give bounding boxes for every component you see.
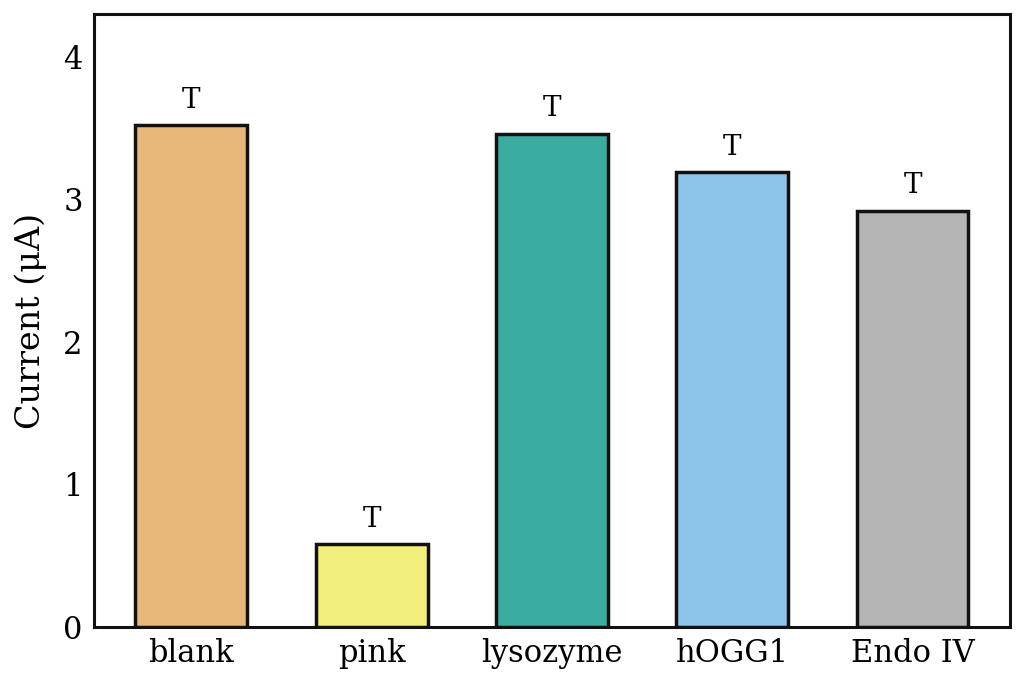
- Text: T: T: [903, 172, 922, 199]
- Bar: [135, 125, 247, 627]
- Bar: [677, 172, 788, 627]
- Text: T: T: [723, 134, 741, 161]
- Text: T: T: [182, 87, 201, 113]
- Bar: [857, 210, 969, 627]
- Text: T: T: [543, 95, 561, 122]
- Y-axis label: Current (μA): Current (μA): [14, 212, 46, 428]
- Bar: [315, 544, 428, 627]
- Bar: [496, 134, 608, 627]
- Text: T: T: [362, 506, 381, 533]
